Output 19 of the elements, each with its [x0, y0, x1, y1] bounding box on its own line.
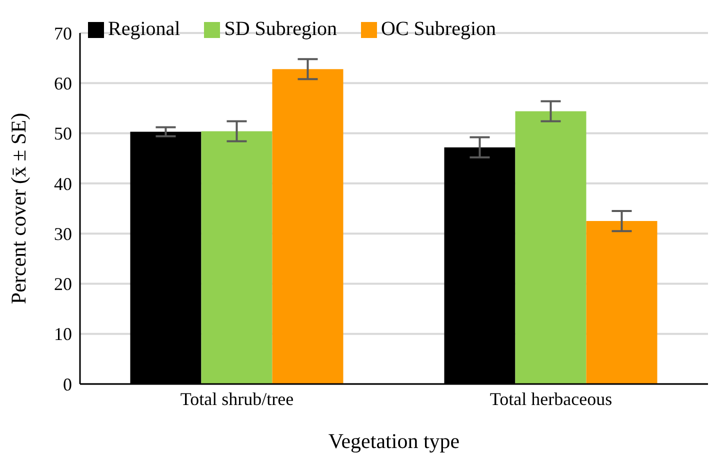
- y-tick-label: 10: [54, 324, 72, 344]
- legend-label: OC Subregion: [381, 18, 496, 40]
- x-axis-title: Vegetation type: [328, 429, 460, 453]
- bar: [586, 221, 658, 384]
- legend-label: SD Subregion: [224, 18, 338, 40]
- y-tick-label: 0: [63, 374, 72, 394]
- legend-label: Regional: [108, 18, 180, 40]
- x-tick-label: Total herbaceous: [490, 388, 612, 409]
- x-tick-label: Total shrub/tree: [180, 388, 294, 409]
- bar: [515, 111, 586, 384]
- y-axis-title: Percent cover (x̄ ± SE): [6, 112, 30, 304]
- y-tick-label: 70: [54, 23, 72, 44]
- bar: [201, 131, 272, 384]
- y-tick-label: 60: [54, 74, 72, 94]
- y-tick-label: 50: [54, 124, 72, 144]
- y-tick-label: 40: [54, 174, 72, 194]
- bar: [272, 69, 344, 384]
- y-tick-label: 30: [54, 224, 72, 244]
- y-tick-label: 20: [54, 274, 72, 294]
